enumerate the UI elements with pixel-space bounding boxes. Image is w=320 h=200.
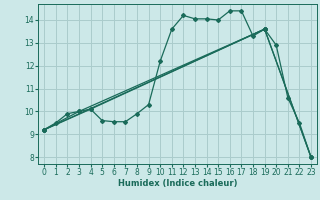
X-axis label: Humidex (Indice chaleur): Humidex (Indice chaleur) <box>118 179 237 188</box>
